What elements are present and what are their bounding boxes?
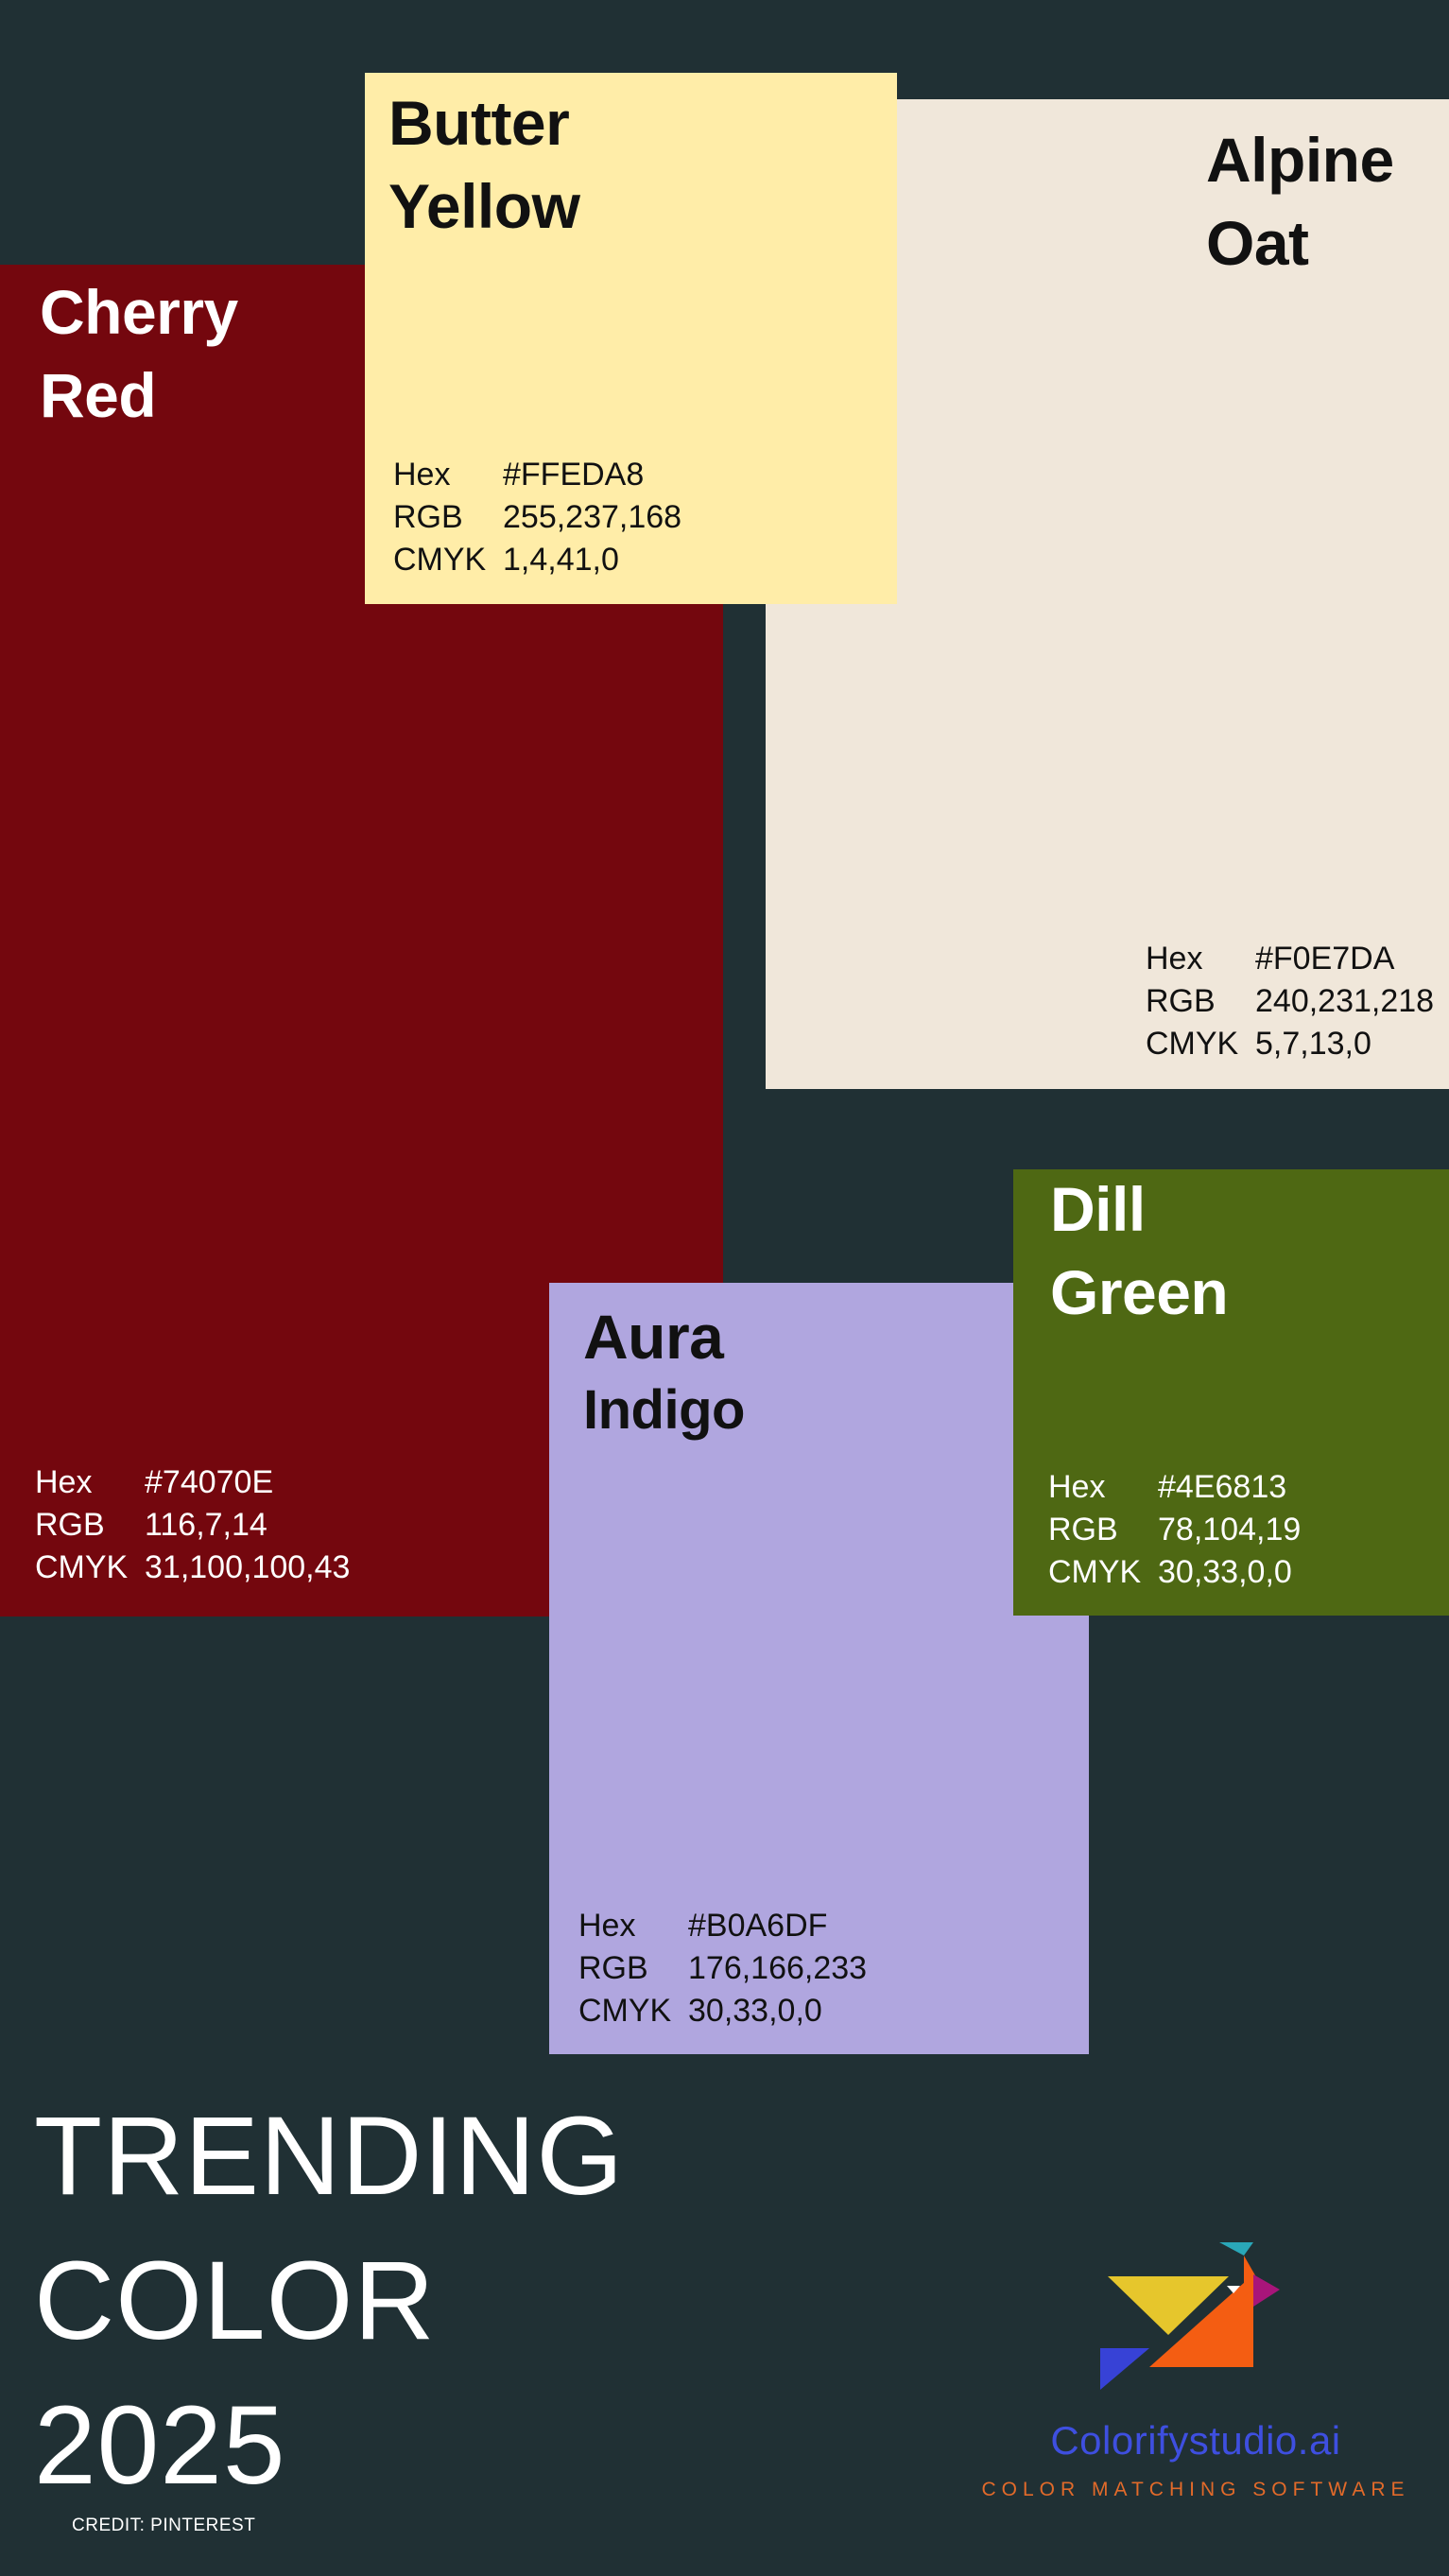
hex-value: #FFEDA8 xyxy=(503,457,645,493)
swatch-butter-yellow: Butter Yellow Hex #FFEDA8 RGB 255,237,16… xyxy=(365,73,897,604)
rgb-label: RGB xyxy=(35,1507,105,1543)
rgb-value: 240,231,218 xyxy=(1255,983,1435,1019)
credit-text: CREDIT: PINTEREST xyxy=(72,2515,256,2535)
cmyk-value: 30,33,0,0 xyxy=(1158,1554,1292,1590)
rgb-value: 176,166,233 xyxy=(688,1950,868,1986)
swatch-name: Cherry Red xyxy=(40,270,238,437)
swatch-name-line-2: Green xyxy=(1050,1257,1229,1327)
hex-value: #F0E7DA xyxy=(1255,941,1395,977)
cmyk-value: 31,100,100,43 xyxy=(145,1549,351,1585)
rgb-value: 78,104,19 xyxy=(1158,1512,1302,1547)
title-line-3: 2025 xyxy=(34,2383,286,2508)
swatch-name-line-1: Alpine xyxy=(1206,125,1394,195)
swatch-name-line-2: Yellow xyxy=(388,171,580,241)
brand-tagline: COLOR MATCHING SOFTWARE xyxy=(981,2479,1410,2500)
hex-label: Hex xyxy=(35,1464,93,1500)
rgb-label: RGB xyxy=(578,1950,648,1986)
cmyk-label: CMYK xyxy=(1146,1026,1239,1062)
title-line-2: COLOR xyxy=(34,2239,436,2363)
color-specs: Hex #74070E RGB 116,7,14 CMYK 31,100,100… xyxy=(35,1461,350,1589)
cmyk-row: CMYK 30,33,0,0 xyxy=(1048,1551,1301,1594)
cmyk-row: CMYK 30,33,0,0 xyxy=(578,1990,867,2032)
hex-label: Hex xyxy=(393,457,451,493)
swatch-name: Dill Green xyxy=(1050,1167,1229,1334)
color-specs: Hex #F0E7DA RGB 240,231,218 CMYK 5,7,13,… xyxy=(1146,938,1434,1065)
hex-value: #74070E xyxy=(145,1464,274,1500)
swatch-name-line-2: Red xyxy=(40,360,157,430)
rgb-label: RGB xyxy=(393,499,463,535)
rgb-row: RGB 240,231,218 xyxy=(1146,980,1434,1023)
rgb-value: 116,7,14 xyxy=(145,1507,267,1543)
swatch-dill-green: Dill Green Hex #4E6813 RGB 78,104,19 CMY… xyxy=(1013,1169,1449,1616)
swatch-name-line-2: Oat xyxy=(1206,208,1309,278)
hex-row: Hex #74070E xyxy=(35,1461,350,1504)
cmyk-label: CMYK xyxy=(578,1993,672,2029)
rgb-row: RGB 78,104,19 xyxy=(1048,1509,1301,1551)
cmyk-row: CMYK 1,4,41,0 xyxy=(393,539,681,581)
page-title: TRENDING COLOR 2025 xyxy=(34,2084,624,2518)
hex-label: Hex xyxy=(1048,1469,1106,1505)
swatch-name: Butter Yellow xyxy=(388,81,580,248)
swatch-name: Alpine Oat xyxy=(1206,118,1394,285)
brand-name: Colorifystudio.ai xyxy=(1050,2418,1341,2463)
cmyk-label: CMYK xyxy=(393,542,487,578)
color-specs: Hex #FFEDA8 RGB 255,237,168 CMYK 1,4,41,… xyxy=(393,454,681,581)
hex-row: Hex #FFEDA8 xyxy=(393,454,681,496)
cmyk-label: CMYK xyxy=(35,1549,129,1585)
swatch-name-line-1: Dill xyxy=(1050,1174,1146,1244)
tangram-bird-logo-icon xyxy=(1087,2240,1295,2420)
hex-row: Hex #F0E7DA xyxy=(1146,938,1434,980)
swatch-name-line-1: Butter xyxy=(388,88,570,158)
swatch-name: Aura Indigo xyxy=(583,1300,745,1447)
rgb-label: RGB xyxy=(1146,983,1216,1019)
rgb-value: 255,237,168 xyxy=(503,499,682,535)
title-line-1: TRENDING xyxy=(34,2094,625,2219)
swatch-name-line-2: Indigo xyxy=(583,1379,745,1441)
cmyk-row: CMYK 31,100,100,43 xyxy=(35,1547,350,1589)
hex-row: Hex #B0A6DF xyxy=(578,1905,867,1947)
swatch-aura-indigo: Aura Indigo Hex #B0A6DF RGB 176,166,233 … xyxy=(549,1283,1089,2054)
cmyk-value: 5,7,13,0 xyxy=(1255,1026,1371,1062)
hex-label: Hex xyxy=(578,1908,636,1944)
rgb-row: RGB 176,166,233 xyxy=(578,1947,867,1990)
cmyk-label: CMYK xyxy=(1048,1554,1142,1590)
swatch-name-line-1: Cherry xyxy=(40,277,238,347)
rgb-label: RGB xyxy=(1048,1512,1118,1547)
swatch-name-line-1: Aura xyxy=(583,1302,724,1372)
hex-value: #B0A6DF xyxy=(688,1908,828,1944)
rgb-row: RGB 116,7,14 xyxy=(35,1504,350,1547)
color-specs: Hex #4E6813 RGB 78,104,19 CMYK 30,33,0,0 xyxy=(1048,1466,1301,1594)
cmyk-row: CMYK 5,7,13,0 xyxy=(1146,1023,1434,1065)
hex-row: Hex #4E6813 xyxy=(1048,1466,1301,1509)
hex-value: #4E6813 xyxy=(1158,1469,1287,1505)
color-specs: Hex #B0A6DF RGB 176,166,233 CMYK 30,33,0… xyxy=(578,1905,867,2032)
cmyk-value: 30,33,0,0 xyxy=(688,1993,822,2029)
hex-label: Hex xyxy=(1146,941,1203,977)
cmyk-value: 1,4,41,0 xyxy=(503,542,619,578)
rgb-row: RGB 255,237,168 xyxy=(393,496,681,539)
